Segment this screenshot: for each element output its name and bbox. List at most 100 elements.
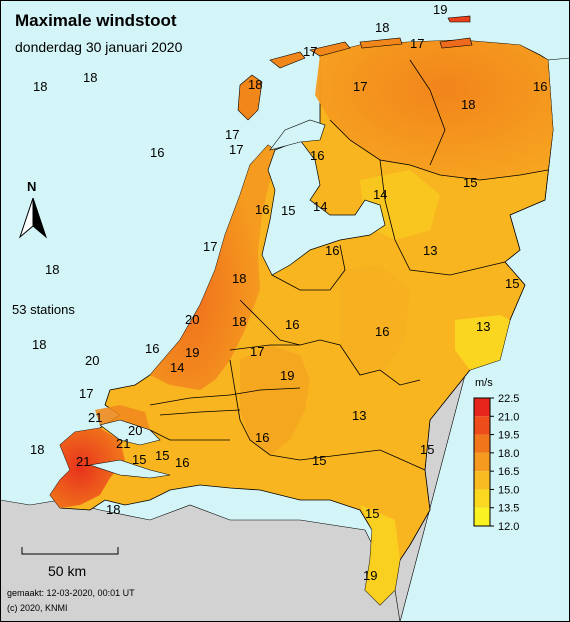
station-value: 17 — [203, 239, 217, 254]
island-ameland — [359, 37, 403, 49]
station-value: 15 — [420, 442, 434, 457]
station-value: 13 — [423, 243, 437, 258]
island-schiermonnikoog — [439, 37, 473, 49]
island-rottumeroog — [447, 15, 471, 23]
legend-color-block — [474, 489, 490, 508]
zone-east-orange — [340, 265, 410, 375]
legend-color-block — [474, 507, 490, 526]
station-value: 15 — [505, 276, 519, 291]
island-vlieland — [269, 51, 306, 69]
north-label: N — [27, 179, 36, 194]
wadden-sea-inlet — [269, 119, 326, 151]
legend-tick-label: 21.0 — [498, 411, 519, 423]
map-subtitle: donderdag 30 januari 2020 — [15, 39, 183, 55]
footer-made: gemaakt: 12-03-2020, 00:01 UT — [7, 588, 135, 598]
station-value: 21 — [88, 410, 102, 425]
zone-north-orange — [315, 40, 553, 180]
station-value: 18 — [45, 262, 59, 277]
legend-tick-label: 12.0 — [498, 521, 519, 533]
station-value: 16 — [375, 324, 389, 339]
station-value: 15 — [281, 203, 295, 218]
legend-tick-label: 15.0 — [498, 484, 519, 496]
legend-color-block — [474, 471, 490, 490]
zone-southeast-yellow — [455, 315, 510, 370]
legend-tick-label: 16.5 — [498, 466, 519, 478]
legend-tick-label: 22.5 — [498, 393, 519, 405]
station-value: 16 — [150, 145, 164, 160]
station-value: 20 — [128, 423, 142, 438]
island-terschelling — [309, 41, 351, 57]
station-value: 16 — [285, 317, 299, 332]
station-value: 19 — [433, 2, 447, 17]
station-value: 14 — [313, 199, 327, 214]
station-value: 17 — [250, 344, 264, 359]
station-value: 18 — [30, 442, 44, 457]
station-value: 15 — [365, 506, 379, 521]
station-value: 13 — [476, 319, 490, 334]
zone-limburg-yellow — [360, 505, 400, 605]
station-value: 20 — [185, 312, 199, 327]
station-value: 16 — [310, 148, 324, 163]
legend-color-block — [474, 416, 490, 435]
station-value: 18 — [106, 502, 120, 517]
station-value: 21 — [116, 436, 130, 451]
station-value: 13 — [352, 408, 366, 423]
province-borders — [149, 59, 549, 471]
legend-color-block — [474, 452, 490, 472]
station-value: 17 — [225, 127, 239, 142]
station-value: 21 — [76, 454, 90, 469]
station-value: 17 — [303, 44, 317, 59]
station-value: 19 — [280, 368, 294, 383]
station-value: 15 — [312, 453, 326, 468]
color-legend: m/s 22.5 21.0 19.5 18.0 16.5 15.0 13.5 12.0 — [473, 377, 519, 533]
station-value: 19 — [185, 345, 199, 360]
station-value: 15 — [463, 175, 477, 190]
station-value: 19 — [363, 568, 377, 583]
legend-color-block — [474, 434, 490, 453]
station-value: 18 — [232, 271, 246, 286]
station-value: 16 — [325, 243, 339, 258]
station-value: 15 — [155, 448, 169, 463]
station-value: 14 — [373, 187, 387, 202]
rivers — [149, 344, 301, 416]
zone-southwest-red — [50, 428, 125, 508]
legend-frame — [473, 397, 491, 527]
station-value: 17 — [353, 79, 367, 94]
station-value: 18 — [375, 20, 389, 35]
scale-label: 50 km — [48, 563, 86, 579]
zone-west-orange — [150, 145, 275, 390]
station-count: 53 stations — [12, 302, 75, 317]
station-value: 18 — [83, 70, 97, 85]
ijsselmeer — [261, 139, 386, 276]
north-arrow-icon: N — [18, 179, 48, 239]
legend-tick-label: 18.0 — [498, 448, 519, 460]
station-value: 17 — [410, 36, 424, 51]
station-value: 17 — [229, 142, 243, 157]
station-value: 16 — [533, 79, 547, 94]
scale-bar: 50 km — [21, 547, 119, 579]
station-value: 16 — [145, 341, 159, 356]
legend-tick-label: 13.5 — [498, 503, 519, 515]
zeeland-water — [89, 419, 171, 479]
station-value: 18 — [248, 77, 262, 92]
station-value: 16 — [255, 202, 269, 217]
zone-center-orange — [240, 345, 310, 455]
station-value: 18 — [232, 314, 246, 329]
station-value: 14 — [170, 360, 184, 375]
station-value: 18 — [33, 79, 47, 94]
legend-color-block — [474, 398, 490, 417]
map-title: Maximale windstoot — [15, 11, 177, 30]
station-value: 20 — [85, 353, 99, 368]
legend-tick-label: 19.5 — [498, 430, 519, 442]
island-texel — [237, 74, 263, 121]
station-value: 18 — [32, 337, 46, 352]
station-value: 18 — [461, 97, 475, 112]
footer-copyright: (c) 2020, KNMI — [7, 603, 68, 613]
station-value: 16 — [255, 430, 269, 445]
station-value: 15 — [132, 452, 146, 467]
station-value: 16 — [175, 455, 189, 470]
station-value: 17 — [79, 386, 93, 401]
legend-unit: m/s — [475, 377, 493, 389]
